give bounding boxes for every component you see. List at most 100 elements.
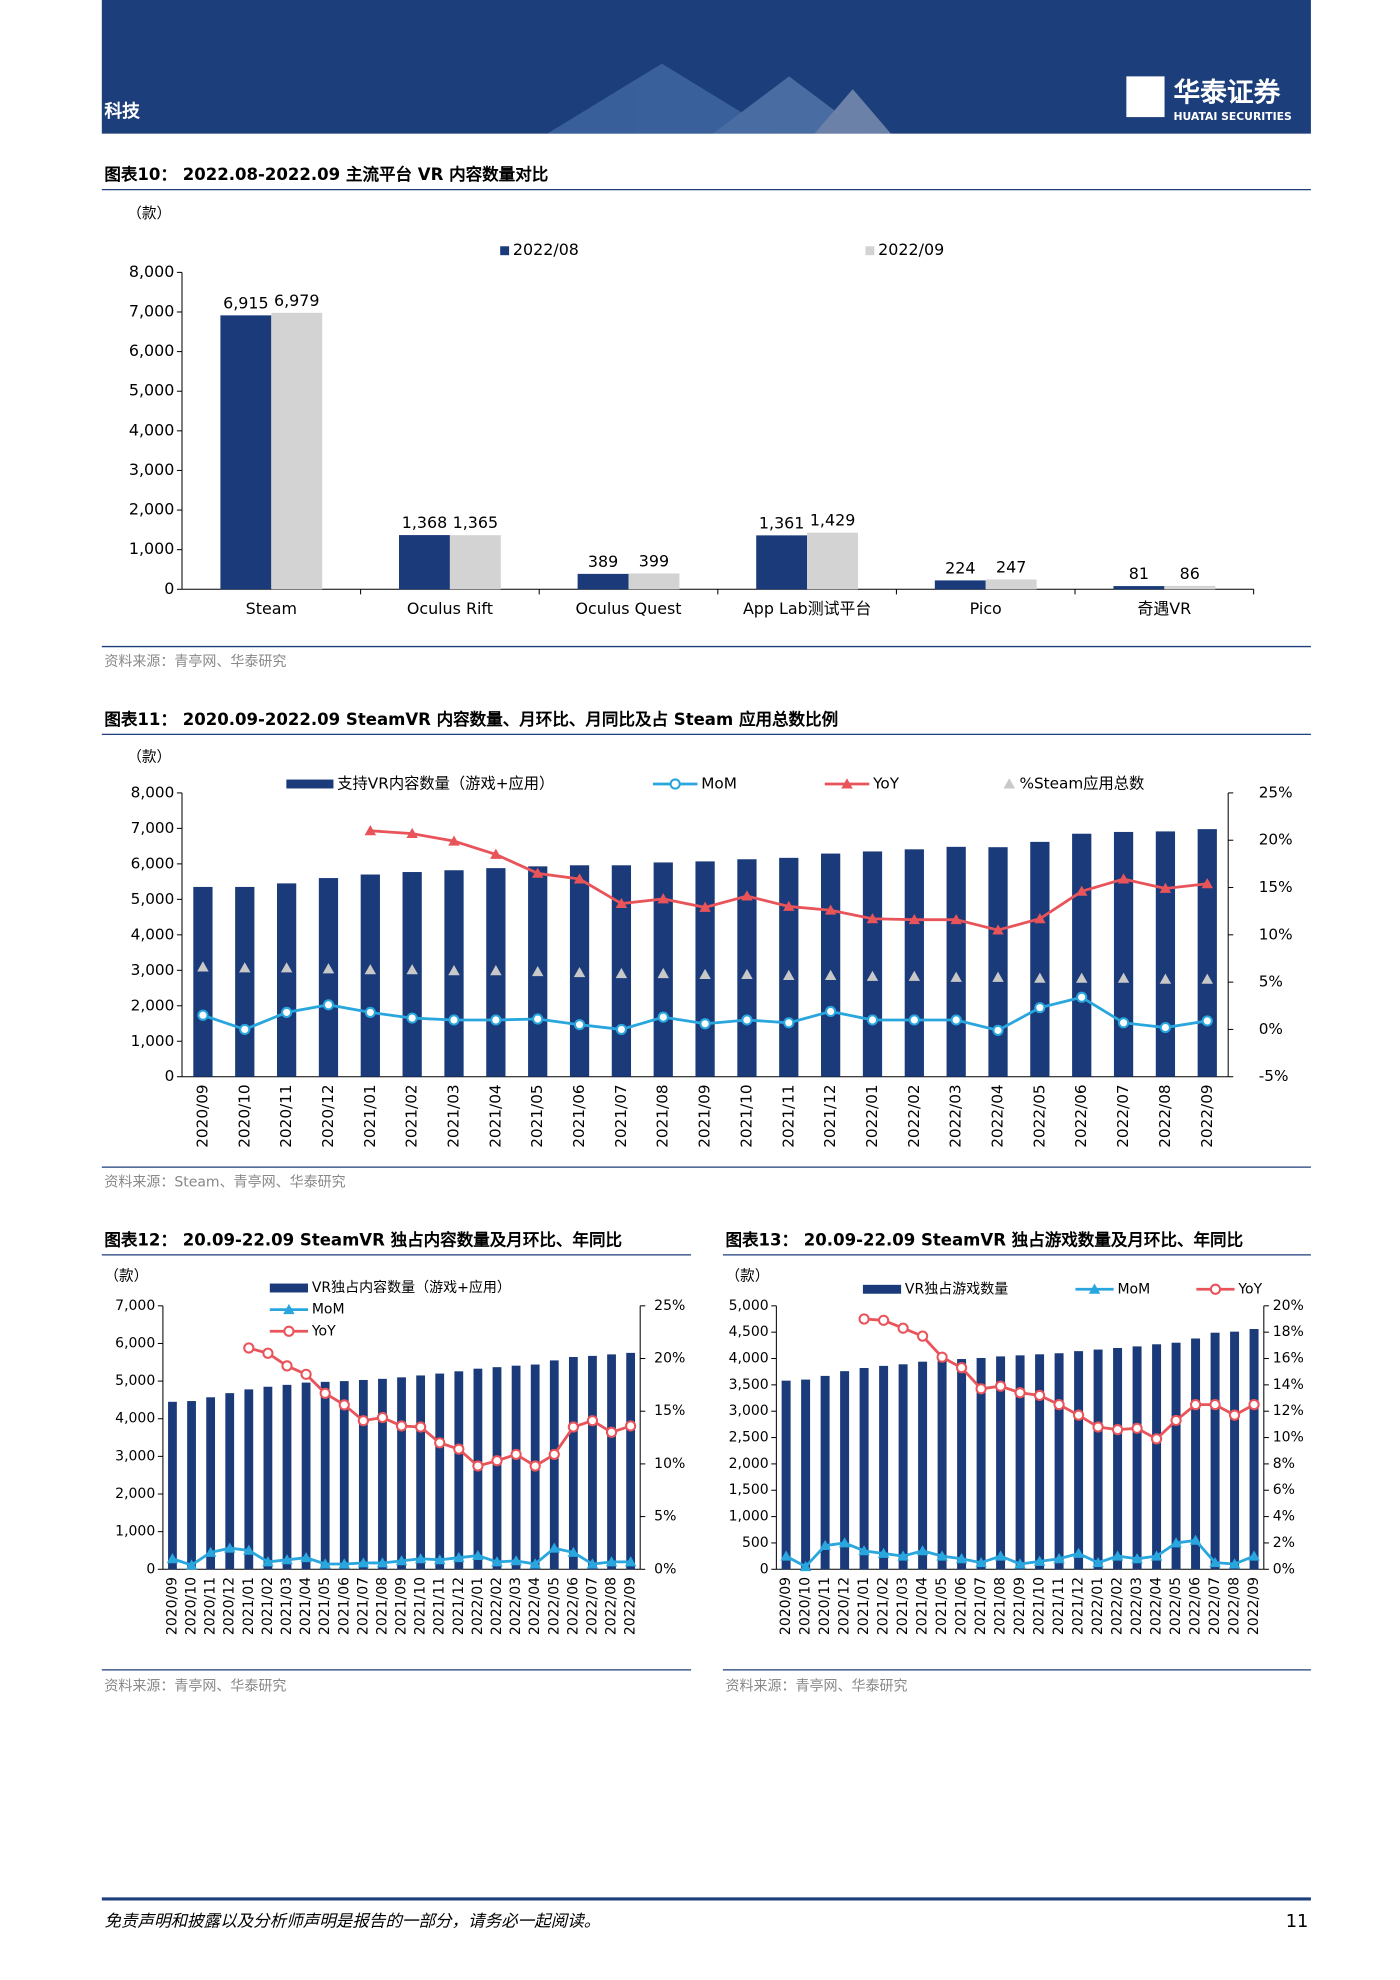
legend-marker — [1088, 1283, 1101, 1294]
marker — [573, 1019, 586, 1031]
bar — [402, 872, 422, 1077]
marker — [1189, 1534, 1202, 1545]
source-note: 资料来源：Steam、青亭网、华泰研究 — [104, 1173, 345, 1190]
marker — [1033, 1555, 1046, 1566]
x-tick-label: 2022/05 — [546, 1577, 562, 1635]
y-tick-label: 7,000 — [131, 819, 175, 837]
header-decoration — [547, 63, 891, 134]
y-tick-label: 1,000 — [115, 1524, 155, 1540]
x-tick-label: 2021/05 — [528, 1084, 546, 1147]
x-tick-label: 2021/04 — [486, 1084, 504, 1147]
bar — [416, 1375, 426, 1570]
legend-label: 支持VR内容数量（游戏+应用） — [337, 775, 554, 793]
bar — [225, 1393, 235, 1570]
marker — [1150, 1550, 1163, 1561]
marker — [490, 1014, 502, 1026]
bar — [781, 1380, 791, 1570]
y2-tick-label: 0% — [1273, 1561, 1295, 1577]
marker — [657, 1011, 669, 1023]
bar — [397, 1377, 406, 1570]
y-tick-label: 3,500 — [729, 1377, 769, 1393]
x-tick-label: 2021/10 — [737, 1084, 755, 1147]
marker — [300, 1551, 312, 1563]
x-tick-label: 2022/03 — [1129, 1577, 1145, 1635]
bar — [244, 1389, 254, 1570]
legend-marker — [1209, 1283, 1222, 1295]
marker — [322, 963, 335, 974]
unit-label: （款） — [104, 1268, 148, 1285]
x-tick-label: 2022/01 — [470, 1577, 486, 1635]
marker — [657, 967, 669, 979]
marker — [531, 867, 544, 878]
marker — [657, 893, 669, 904]
y-tick-label: 1,000 — [729, 1509, 769, 1525]
marker — [376, 1557, 389, 1568]
bar — [1015, 1355, 1025, 1570]
marker — [531, 965, 544, 977]
marker — [699, 1018, 711, 1030]
y2-tick-label: 6% — [1273, 1482, 1295, 1498]
marker — [1034, 972, 1046, 983]
logo-icon — [1126, 76, 1165, 118]
x-tick-label: 2022/08 — [1227, 1577, 1243, 1635]
bar — [946, 846, 966, 1077]
marker — [573, 873, 586, 884]
marker — [1159, 882, 1172, 893]
x-tick-label: Steam — [246, 599, 297, 618]
source-note: 资料来源：青亭网、华泰研究 — [725, 1677, 907, 1694]
bar — [588, 1355, 597, 1570]
marker — [950, 913, 962, 925]
marker — [197, 961, 209, 972]
marker — [1131, 1553, 1143, 1564]
x-tick-label: 2022/03 — [947, 1084, 965, 1147]
y-tick-label: 8,000 — [129, 262, 175, 281]
x-tick-label: 2021/11 — [432, 1577, 448, 1635]
y-tick-label: 3,000 — [129, 460, 175, 479]
bar — [187, 1401, 196, 1570]
marker — [338, 1558, 350, 1569]
x-tick-label: 2020/10 — [798, 1577, 814, 1635]
marker — [1170, 1414, 1182, 1427]
x-tick-label: 2020/09 — [193, 1084, 211, 1147]
marker — [699, 968, 711, 980]
x-tick-label: 2020/11 — [817, 1577, 833, 1635]
logo-text: 华泰证券 — [1173, 77, 1281, 109]
x-tick-label: 2020/12 — [837, 1577, 853, 1635]
marker — [453, 1551, 465, 1563]
x-tick-label: 2022/05 — [1030, 1084, 1048, 1147]
y2-tick-label: 20% — [654, 1351, 685, 1367]
marker — [1034, 913, 1046, 924]
marker — [1131, 1422, 1143, 1434]
x-tick-label: 2021/11 — [1051, 1577, 1067, 1635]
x-tick-label: 2022/07 — [1207, 1577, 1223, 1635]
marker — [936, 1351, 948, 1363]
y2-tick-label: 10% — [654, 1456, 685, 1472]
bar — [206, 1397, 216, 1570]
y-tick-label: 1,000 — [129, 539, 175, 558]
marker — [994, 1380, 1007, 1392]
y-tick-label: 4,000 — [129, 420, 175, 439]
marker — [1034, 1002, 1046, 1014]
source-note: 资料来源：青亭网、华泰研究 — [104, 653, 286, 670]
bar — [628, 573, 680, 590]
marker — [615, 897, 628, 909]
y2-tick-label: 0% — [654, 1561, 676, 1577]
bar — [449, 535, 501, 590]
marker — [586, 1415, 599, 1427]
bar — [1030, 841, 1050, 1077]
marker — [448, 835, 460, 846]
marker — [1092, 1421, 1104, 1433]
x-tick-label: 2022/04 — [989, 1084, 1007, 1147]
y2-tick-label: 25% — [654, 1298, 685, 1314]
marker — [414, 1553, 427, 1564]
marker — [866, 1014, 879, 1026]
marker — [858, 1313, 870, 1325]
logo-english: HUATAI SECURITIES — [1173, 110, 1291, 123]
marker — [1170, 1537, 1182, 1548]
y-tick-label: 3,000 — [131, 961, 175, 979]
bar — [988, 847, 1008, 1077]
marker — [605, 1426, 618, 1438]
x-tick-label: 2022/02 — [905, 1084, 923, 1147]
bar — [879, 1365, 889, 1570]
